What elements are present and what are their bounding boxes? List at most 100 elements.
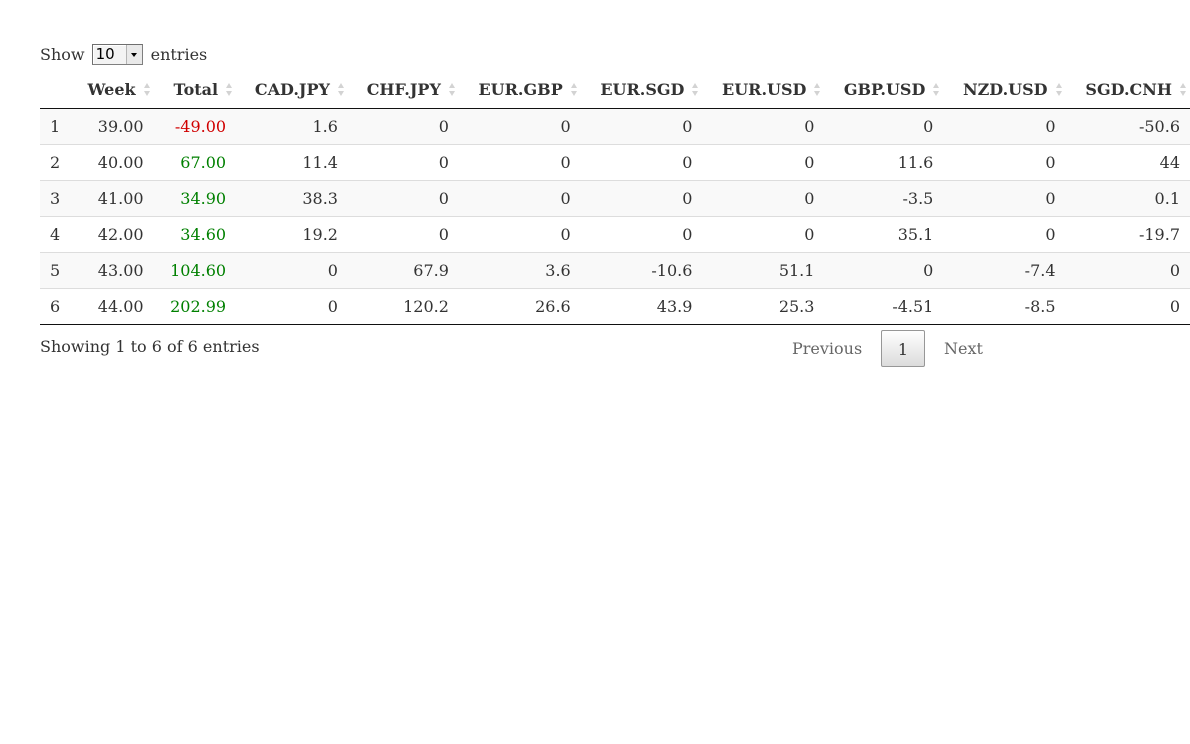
row-index-cell: 4 xyxy=(40,215,71,252)
row-index-cell: 5 xyxy=(40,251,71,288)
previous-button[interactable]: Previous xyxy=(792,339,863,358)
table-cell: 3.6 xyxy=(458,251,581,288)
header-nzd-usd[interactable]: NZD.USD xyxy=(943,72,1066,109)
table-cell: 0 xyxy=(824,251,944,288)
length-menu: Show 10 entries xyxy=(40,43,207,65)
table-cell: 0 xyxy=(347,179,459,216)
row-index-cell: 3 xyxy=(40,179,71,216)
table-cell: 0 xyxy=(1065,251,1190,288)
table-cell: 67.00 xyxy=(153,143,237,180)
sort-both-icon[interactable] xyxy=(1180,83,1187,97)
table-cell: 0 xyxy=(943,215,1066,252)
table-cell: 0 xyxy=(702,108,825,144)
table-row: 5 43.00 104.60 0 67.9 3.6 -10.6 51.1 0 -7.4 0 xyxy=(40,251,1190,288)
header-label: CAD.JPY xyxy=(254,80,330,100)
show-label: Show xyxy=(40,44,85,64)
table-cell: -8.5 xyxy=(943,287,1066,325)
table-cell: 19.2 xyxy=(236,215,348,252)
table-row: 4 42.00 34.60 19.2 0 0 0 0 35.1 0 -19.7 xyxy=(40,215,1190,252)
sort-both-icon[interactable] xyxy=(814,83,821,97)
table-cell: 1.6 xyxy=(236,108,348,144)
table-cell: -50.6 xyxy=(1065,108,1190,144)
table-cell: 0 xyxy=(236,287,348,325)
sort-both-icon[interactable] xyxy=(226,83,233,97)
table-cell: 51.1 xyxy=(702,251,825,288)
entries-select-value: 10 xyxy=(95,44,115,63)
table-cell: 0 xyxy=(458,179,581,216)
table-cell: -4.51 xyxy=(824,287,944,325)
table-cell: -49.00 xyxy=(153,108,237,144)
header-label: CHF.JPY xyxy=(366,80,441,100)
sort-both-icon[interactable] xyxy=(337,83,345,97)
table-row: 2 40.00 67.00 11.4 0 0 0 0 11.6 0 44 xyxy=(40,143,1190,180)
table-cell: -19.7 xyxy=(1065,215,1190,252)
header-chf-jpy[interactable]: CHF.JPY xyxy=(347,72,459,109)
data-table: Week Total CAD.JPY CHF.JPY EUR.GBP EUR.SGD EUR… xyxy=(40,72,1190,325)
table-cell: 35.1 xyxy=(824,215,944,252)
table-cell: 0 xyxy=(580,215,703,252)
table-cell: 44.00 xyxy=(71,287,154,325)
table-cell: 0 xyxy=(702,179,825,216)
row-index-cell: 6 xyxy=(40,287,71,325)
table-cell: 104.60 xyxy=(153,251,237,288)
table-cell: 0 xyxy=(347,143,459,180)
header-eur-sgd[interactable]: EUR.SGD xyxy=(580,72,703,109)
table-cell: 0 xyxy=(943,179,1066,216)
header-eur-gbp[interactable]: EUR.GBP xyxy=(458,72,581,109)
entries-label: entries xyxy=(150,44,208,64)
table-cell: 202.99 xyxy=(153,287,237,325)
table-cell: 0 xyxy=(347,108,459,144)
sort-both-icon[interactable] xyxy=(933,83,940,97)
sort-both-icon[interactable] xyxy=(448,83,456,97)
sort-both-icon[interactable] xyxy=(570,83,578,97)
table-cell: 0 xyxy=(347,215,459,252)
table-cell: 44 xyxy=(1065,143,1190,180)
page-1-button[interactable]: 1 xyxy=(881,330,925,367)
header-label: NZD.USD xyxy=(962,80,1048,100)
table-cell: 0 xyxy=(458,215,581,252)
header-cad-jpy[interactable]: CAD.JPY xyxy=(236,72,348,109)
table-cell: 0 xyxy=(824,108,944,144)
chevron-down-icon[interactable] xyxy=(125,44,142,64)
table-cell: 0 xyxy=(943,108,1066,144)
table-header-row: Week Total CAD.JPY CHF.JPY EUR.GBP EUR.SGD EUR… xyxy=(40,72,1190,109)
table-cell: 0 xyxy=(1065,287,1190,325)
table-cell: 0 xyxy=(580,108,703,144)
table-cell: 0 xyxy=(580,143,703,180)
header-total[interactable]: Total xyxy=(153,72,237,109)
header-week[interactable]: Week xyxy=(71,72,154,109)
table-row: 3 41.00 34.90 38.3 0 0 0 0 -3.5 0 0.1 xyxy=(40,179,1190,216)
table-cell: 0 xyxy=(702,215,825,252)
table-cell: 67.9 xyxy=(347,251,459,288)
table-cell: 11.4 xyxy=(236,143,348,180)
table-cell: 0 xyxy=(458,108,581,144)
sort-both-icon[interactable] xyxy=(692,83,699,97)
table-cell: 0 xyxy=(943,143,1066,180)
sort-both-icon[interactable] xyxy=(143,83,151,97)
table-cell: 42.00 xyxy=(71,215,154,252)
row-index-cell: 1 xyxy=(40,108,71,144)
header-index xyxy=(40,72,71,109)
header-gbp-usd[interactable]: GBP.USD xyxy=(824,72,944,109)
header-sgd-cnh[interactable]: SGD.CNH xyxy=(1065,72,1190,109)
next-button[interactable]: Next xyxy=(944,339,983,358)
table-row: 1 39.00 -49.00 1.6 0 0 0 0 0 0 -50.6 xyxy=(40,108,1190,144)
table-cell: 43.00 xyxy=(71,251,154,288)
table-cell: 34.60 xyxy=(153,215,237,252)
table-cell: 0 xyxy=(580,179,703,216)
table-cell: 34.90 xyxy=(153,179,237,216)
entries-select[interactable]: 10 xyxy=(91,43,143,65)
table-row: 6 44.00 202.99 0 120.2 26.6 43.9 25.3 -4.51 -8.5 0 xyxy=(40,287,1190,325)
table-cell: 0.1 xyxy=(1065,179,1190,216)
table-cell: 38.3 xyxy=(236,179,348,216)
header-label: Week xyxy=(87,80,136,100)
header-label: EUR.GBP xyxy=(478,80,563,100)
sort-both-icon[interactable] xyxy=(1055,83,1063,97)
table-cell: 0 xyxy=(702,143,825,180)
table-cell: 43.9 xyxy=(580,287,703,325)
table-cell: 120.2 xyxy=(347,287,459,325)
table-cell: 11.6 xyxy=(824,143,944,180)
header-eur-usd[interactable]: EUR.USD xyxy=(702,72,825,109)
table-cell: 26.6 xyxy=(458,287,581,325)
header-label: SGD.CNH xyxy=(1085,80,1172,100)
